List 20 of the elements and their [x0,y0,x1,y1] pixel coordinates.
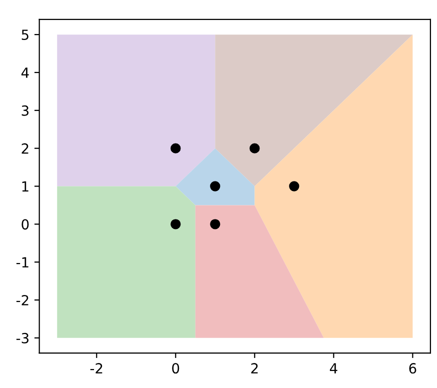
y-tick-label: -3 [16,332,28,344]
x-tick-label: 2 [251,363,258,374]
point [210,181,220,192]
y-tick-label: 1 [22,181,28,192]
x-tick-label: 0 [172,363,180,374]
y-tick-label: -1 [16,257,28,268]
x-tick-label: 4 [330,363,338,374]
y-tick-label: 0 [22,219,29,230]
x-tick-label: -2 [90,363,102,374]
y-tick-label: 4 [21,68,29,78]
point [170,219,181,230]
y-tick-label: 2 [22,143,28,154]
point [289,181,300,192]
y-tick-label: -2 [16,294,28,306]
y-tick-label: 5 [22,30,28,40]
x-tick-label: 6 [409,363,416,374]
point [250,143,260,154]
y-tick-label: 3 [22,105,28,116]
point [170,143,181,154]
point [210,219,220,230]
